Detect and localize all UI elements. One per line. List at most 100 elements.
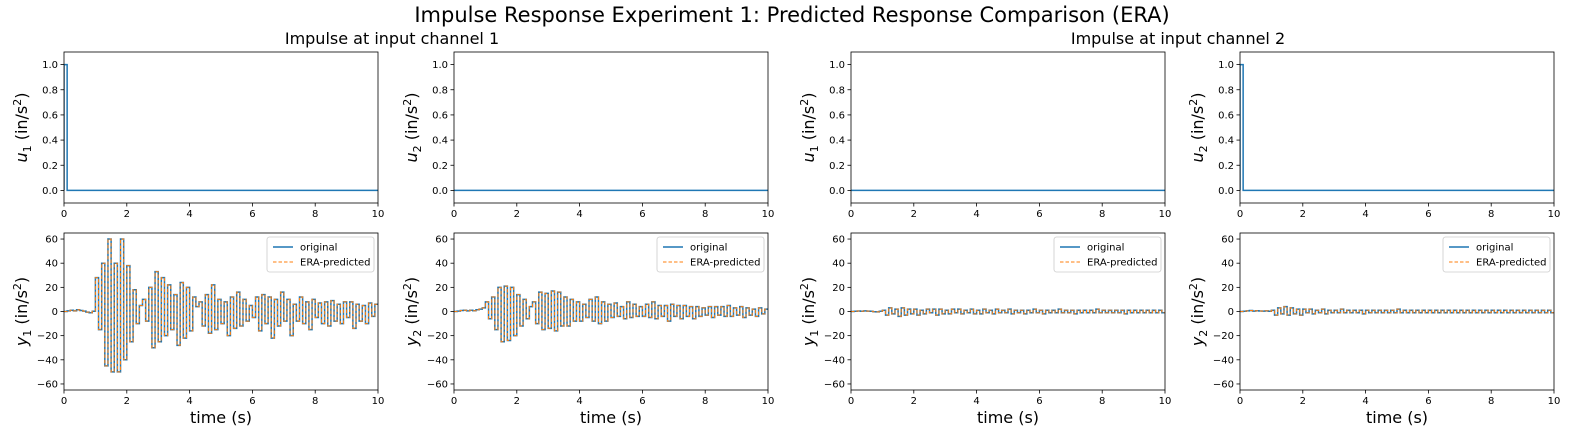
legend-label: original [690,243,727,254]
x-tick-label: 6 [1425,396,1431,407]
x-tick-label: 0 [451,396,457,407]
subplot-1-0: 0 2 4 6 8 10 −60 −40 −20 0 20 40 60 y1 (in/s2) time (s… [11,232,385,427]
x-tick-label: 8 [1099,396,1105,407]
x-tick-label: 8 [1488,209,1494,220]
x-tick-label: 6 [249,396,255,407]
y-tick-label: 1.0 [42,60,58,71]
x-tick-label: 4 [973,396,979,407]
y-tick-label: 0.8 [1218,85,1234,96]
legend: original ERA-predicted [656,236,765,273]
y-tick-label: −40 [1213,355,1234,366]
x-axis-label: time (s) [190,408,252,427]
column-title-input-2: Impulse at input channel 2 [1071,29,1285,48]
y-tick-label: 20 [45,283,58,294]
y-tick-label: 0.2 [1218,161,1234,172]
x-tick-label: 8 [1099,209,1105,220]
x-tick-label: 10 [372,396,385,407]
x-tick-label: 4 [186,396,192,407]
x-tick-label: 2 [124,209,130,220]
x-tick-label: 6 [249,209,255,220]
y-tick-label: 0 [52,307,58,318]
x-tick-label: 10 [1159,209,1172,220]
subplot-1-1: 0 2 4 6 8 10 −60 −40 −20 0 20 40 60 y2 (in/s2) time (s… [401,232,775,427]
legend-entry-original: original [1060,243,1124,254]
legend-entry-original: original [273,243,337,254]
x-tick-label: 8 [312,396,318,407]
y-tick-label: 0.0 [829,186,845,197]
y-tick-label: 0.4 [42,136,58,147]
x-tick-label: 0 [61,209,67,220]
y-tick-label: 0.6 [1218,110,1234,121]
legend-label: ERA-predicted [690,258,761,269]
y-axis-label: y1 (in/s2) [11,277,34,347]
x-tick-label: 2 [911,396,917,407]
y-tick-label: 0.8 [829,85,845,96]
series-line-original [1240,63,1554,192]
x-tick-label: 8 [312,209,318,220]
plot-area [1240,305,1554,316]
x-tick-label: 8 [702,396,708,407]
legend-label: original [1087,243,1124,254]
legend-frame [266,236,375,273]
legend-frame [656,236,765,273]
x-tick-label: 10 [762,396,775,407]
y-axis-label: y2 (in/s2) [1187,277,1210,347]
y-tick-label: 0 [442,307,448,318]
legend-entry-era-predicted: ERA-predicted [1449,258,1547,269]
y-tick-label: −60 [37,379,58,390]
y-tick-label: 20 [435,283,448,294]
y-tick-label: 1.0 [1218,60,1234,71]
plot-area [1240,63,1554,192]
y-tick-label: 1.0 [829,60,845,71]
x-tick-label: 6 [1425,209,1431,220]
x-tick-label: 0 [848,209,854,220]
y-tick-label: 0.8 [42,85,58,96]
x-tick-label: 0 [1237,209,1243,220]
y-tick-label: 40 [832,259,845,270]
subplot-0-2: 0 2 4 6 8 10 0.0 0.2 0.4 0.6 0.8 1.0 u1 (in/s2) [798,51,1172,220]
x-axis-label: time (s) [580,408,642,427]
x-tick-label: 2 [911,209,917,220]
y-axis-label: u1 (in/s2) [11,92,34,162]
y-tick-label: 0.2 [829,161,845,172]
figure-title: Impulse Response Experiment 1: Predicted… [414,3,1169,27]
series-line-era-predicted [851,307,1165,317]
legend-entry-original: original [1449,243,1513,254]
x-tick-label: 2 [514,209,520,220]
y-tick-label: 0.6 [829,110,845,121]
y-tick-label: 20 [832,283,845,294]
y-tick-label: −60 [1213,379,1234,390]
x-tick-label: 8 [702,209,708,220]
y-tick-label: 0.6 [42,110,58,121]
subplot-grid: 0 2 4 6 8 10 0.0 0.2 0.4 0.6 0.8 1.0 u1 (in/s2) 0 2 4 6 8… [11,51,1561,427]
x-tick-label: 2 [124,396,130,407]
y-tick-label: −20 [37,331,58,342]
legend-label: ERA-predicted [1476,258,1547,269]
x-tick-label: 6 [1036,209,1042,220]
y-tick-label: 40 [1221,259,1234,270]
subplot-0-1: 0 2 4 6 8 10 0.0 0.2 0.4 0.6 0.8 1.0 u2 (in/s2) [401,51,774,220]
x-tick-label: 0 [1237,396,1243,407]
series-line-era-predicted [64,238,378,373]
subplot-1-2: 0 2 4 6 8 10 −60 −40 −20 0 20 40 60 y1 (in/s2) time (s… [798,232,1171,427]
x-tick-label: 10 [1548,209,1561,220]
y-tick-label: −40 [824,355,845,366]
subplot-0-3: 0 2 4 6 8 10 0.0 0.2 0.4 0.6 0.8 1.0 u2 (in/s2) [1187,51,1561,220]
x-tick-label: 10 [1548,396,1561,407]
x-tick-label: 10 [372,209,385,220]
x-tick-label: 6 [1036,396,1042,407]
y-axis-label: y2 (in/s2) [401,277,424,347]
y-tick-label: 40 [435,259,448,270]
y-axis-label: y1 (in/s2) [798,277,821,347]
y-axis-label: u2 (in/s2) [401,92,424,162]
x-tick-label: 4 [186,209,192,220]
x-tick-label: 4 [576,209,582,220]
y-tick-label: 0.4 [829,136,845,147]
y-tick-label: 1.0 [432,60,448,71]
y-tick-label: 40 [45,259,58,270]
legend-entry-original: original [663,243,727,254]
y-tick-label: 60 [1221,235,1234,246]
x-tick-label: 4 [1362,209,1368,220]
column-title-input-1: Impulse at input channel 1 [285,29,499,48]
x-tick-label: 4 [576,396,582,407]
